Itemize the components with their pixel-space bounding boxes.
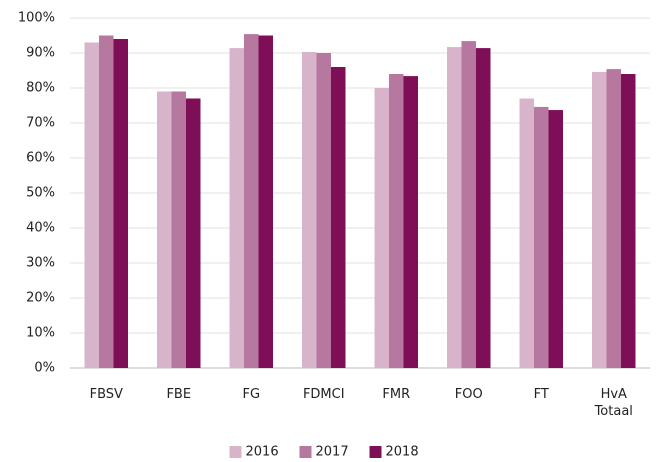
- bar: [229, 48, 244, 368]
- bar: [519, 98, 534, 368]
- bar: [461, 41, 476, 368]
- bar: [476, 48, 491, 368]
- bar: [171, 91, 186, 368]
- x-tick-label: FBE: [166, 387, 192, 402]
- bar: [244, 34, 259, 368]
- legend-label: 2016: [246, 445, 279, 460]
- legend-swatch: [229, 446, 242, 458]
- x-tick-label: FDMCI: [302, 387, 345, 402]
- bar: [258, 35, 273, 368]
- bar: [592, 71, 607, 369]
- bar: [331, 67, 346, 368]
- x-tick-label: FG: [242, 387, 261, 402]
- y-tick-label: 80%: [26, 81, 55, 96]
- y-tick-label: 10%: [26, 326, 55, 341]
- y-tick-label: 70%: [26, 116, 55, 131]
- bar: [99, 35, 114, 368]
- bar: [302, 51, 317, 368]
- y-tick-label: 0%: [34, 361, 55, 376]
- bar: [84, 42, 99, 368]
- y-tick-label: 40%: [26, 221, 55, 236]
- bar: [534, 106, 549, 369]
- bar: [403, 76, 418, 368]
- x-tick-label: FT: [533, 387, 549, 402]
- bar: [447, 47, 462, 369]
- bar: [548, 110, 563, 369]
- x-tick-label: FOO: [454, 387, 483, 402]
- bar: [186, 98, 201, 368]
- x-tick-label: FBSV: [89, 387, 123, 402]
- legend-label: 2018: [386, 445, 419, 460]
- y-tick-label: 100%: [18, 11, 55, 26]
- bar: [389, 74, 404, 368]
- y-tick-label: 30%: [26, 256, 55, 271]
- bar: [606, 69, 621, 368]
- bar: [621, 74, 636, 368]
- x-tick-label: HvA Totaal: [594, 387, 633, 419]
- y-tick-label: 90%: [26, 46, 55, 61]
- legend-swatch: [299, 446, 312, 458]
- bar: [157, 91, 172, 368]
- y-tick-label: 50%: [26, 186, 55, 201]
- bar: [113, 39, 128, 368]
- bar: [316, 53, 331, 368]
- bar: [374, 88, 389, 368]
- legend-label: 2017: [316, 445, 349, 460]
- x-tick-label: FMR: [382, 387, 411, 402]
- y-tick-label: 60%: [26, 151, 55, 166]
- legend-swatch: [369, 446, 382, 458]
- y-tick-label: 20%: [26, 291, 55, 306]
